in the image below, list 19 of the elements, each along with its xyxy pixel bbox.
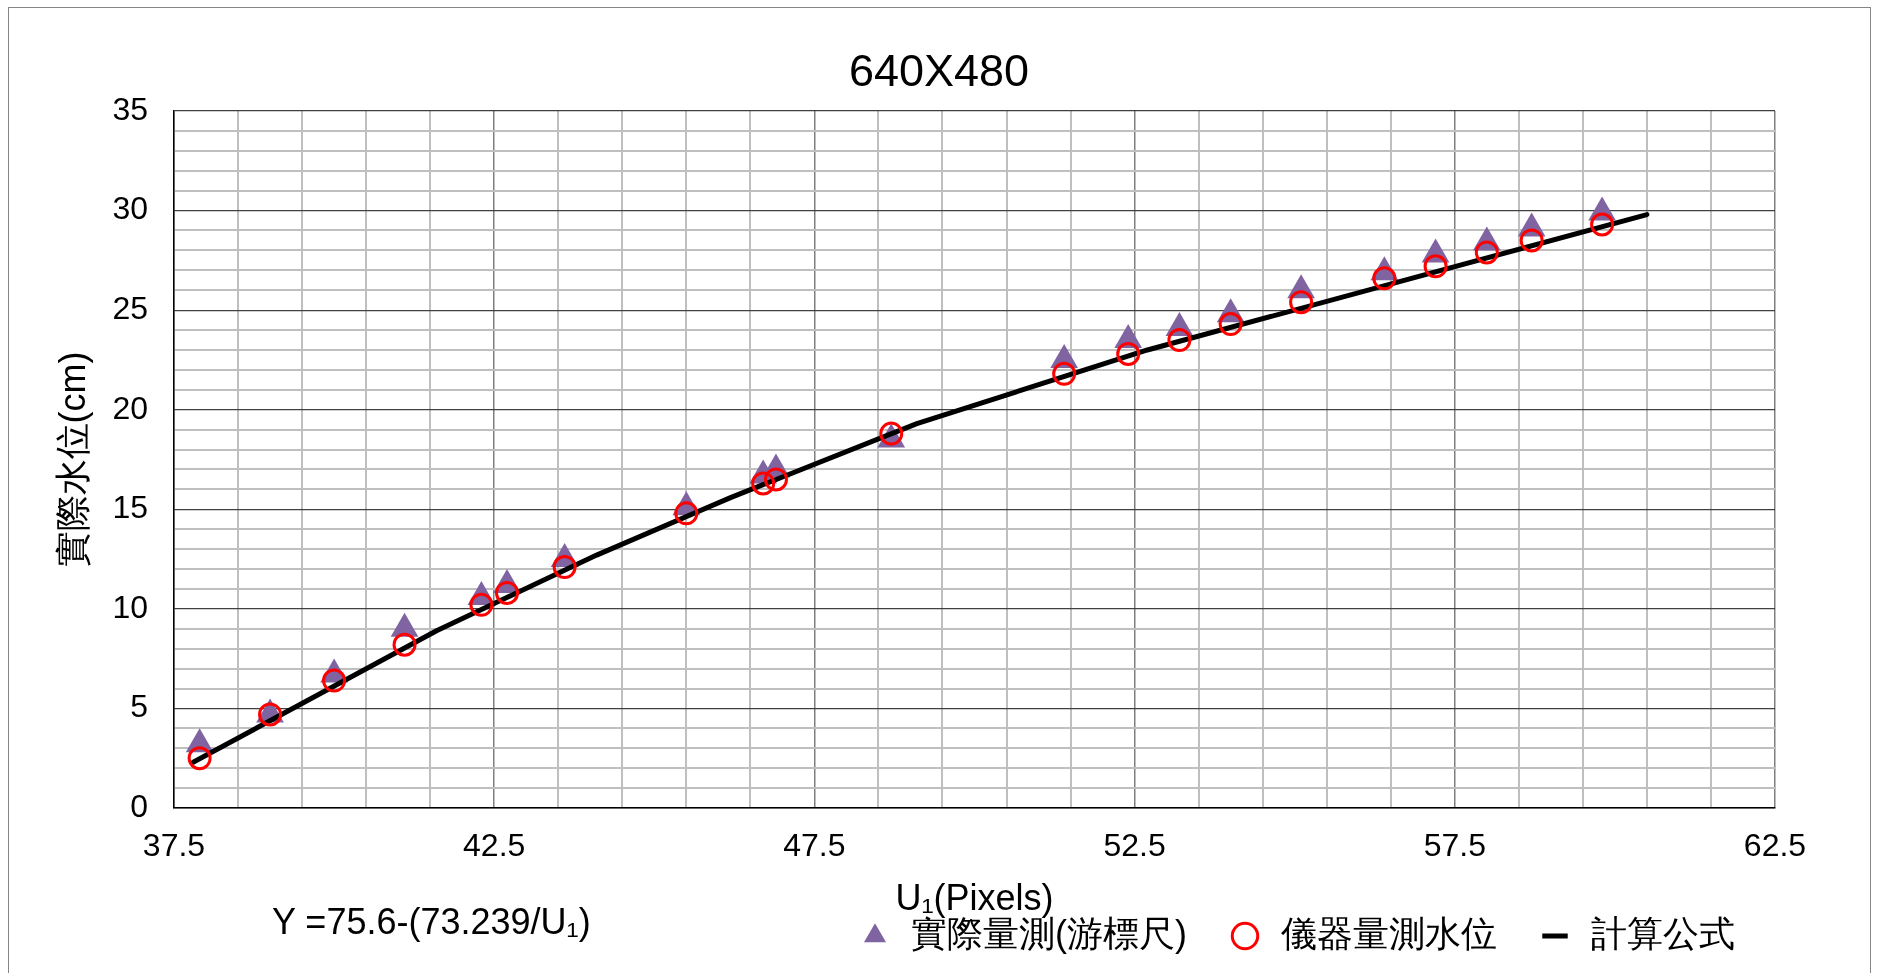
y-tick-label: 15 bbox=[112, 489, 148, 526]
y-axis-title: 實際水位(cm) bbox=[51, 351, 93, 568]
x-tick-label: 42.5 bbox=[463, 827, 526, 864]
chart-title: 640X480 bbox=[848, 45, 1030, 96]
x-tick-label: 52.5 bbox=[1103, 827, 1166, 864]
x-tick-label: 57.5 bbox=[1423, 827, 1486, 864]
y-tick-label: 5 bbox=[130, 688, 148, 725]
y-tick-label: 35 bbox=[112, 90, 148, 127]
y-tick-label: 30 bbox=[112, 190, 148, 227]
y-tick-label: 20 bbox=[112, 389, 148, 426]
x-tick-label: 62.5 bbox=[1743, 827, 1807, 864]
legend-label: 儀器量測水位 bbox=[1281, 912, 1497, 954]
legend-label: 計算公式 bbox=[1591, 912, 1735, 954]
y-tick-label: 0 bbox=[130, 787, 148, 824]
x-tick-label: 37.5 bbox=[142, 827, 206, 864]
text: Y =75.6-(73.239/U₁) bbox=[272, 901, 591, 942]
y-tick-label: 25 bbox=[112, 289, 148, 326]
y-tick-label: 10 bbox=[112, 588, 148, 625]
x-tick-label: 47.5 bbox=[783, 827, 846, 864]
